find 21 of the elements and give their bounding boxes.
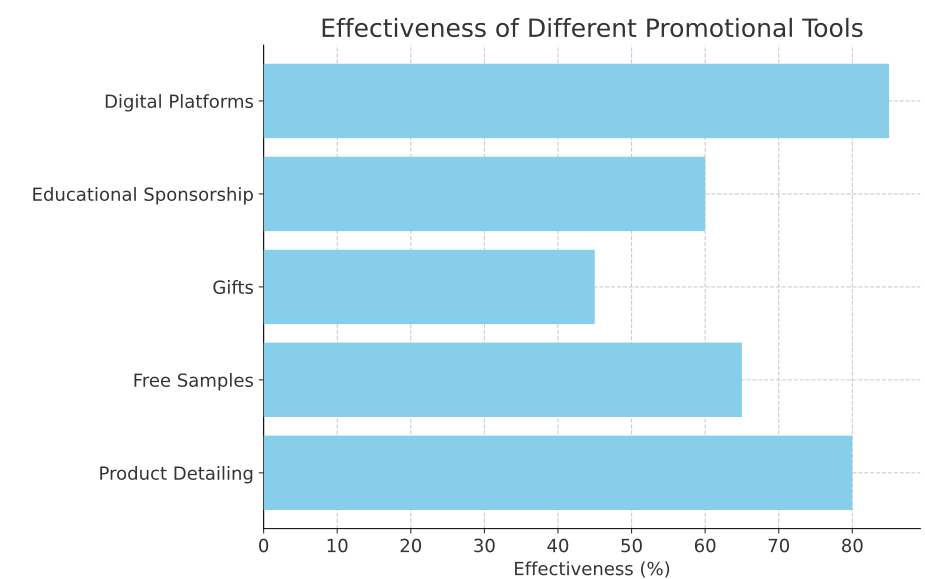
x-tick-label: 80 [842, 538, 863, 552]
bar [264, 436, 852, 510]
x-tick-label: 40 [547, 538, 568, 552]
x-tick-label: 20 [400, 538, 422, 552]
bar [264, 156, 706, 232]
x-tick-label: 0 [259, 538, 268, 552]
x-tick-label: 70 [768, 538, 790, 552]
chart-title: Effectiveness of Different Promotional Tools [322, 18, 863, 38]
bar [264, 64, 890, 138]
bar [264, 250, 595, 324]
x-tick-label: 10 [328, 538, 348, 552]
bar [264, 342, 742, 418]
y-tick-label: Educational Sponsorship [33, 187, 253, 205]
y-tick-label: Gifts [213, 280, 254, 294]
x-tick-label: 30 [474, 538, 495, 552]
x-axis-title: Effectiveness (%) [515, 561, 670, 578]
x-tick-label: 60 [694, 538, 716, 552]
y-tick-label: Free Samples [134, 373, 254, 390]
x-tick-label: 50 [621, 538, 642, 552]
y-tick-label: Product Detailing [100, 466, 252, 484]
y-tick-label: Digital Platforms [106, 94, 254, 112]
